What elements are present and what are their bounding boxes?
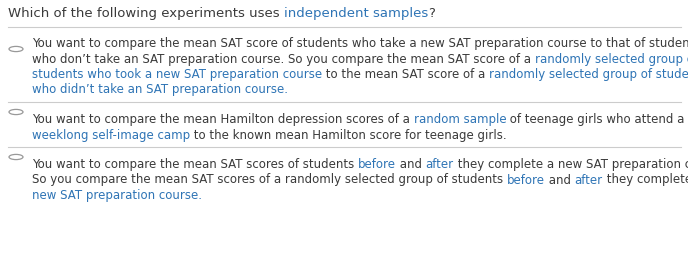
Text: who didn’t take an SAT preparation course.: who didn’t take an SAT preparation cours… xyxy=(32,83,288,96)
Text: after: after xyxy=(426,157,454,170)
Text: they complete a new SAT preparation course.: they complete a new SAT preparation cour… xyxy=(454,157,688,170)
Text: who don’t take an SAT preparation course. So you compare the mean SAT score of a: who don’t take an SAT preparation course… xyxy=(32,52,535,65)
Text: random sample: random sample xyxy=(413,113,506,125)
Text: and: and xyxy=(396,157,426,170)
Text: and: and xyxy=(545,173,574,186)
Text: So you compare the mean SAT scores of a randomly selected group of students: So you compare the mean SAT scores of a … xyxy=(32,173,507,186)
Text: they completed a: they completed a xyxy=(603,173,688,186)
Text: after: after xyxy=(574,173,603,186)
Text: new SAT preparation course.: new SAT preparation course. xyxy=(32,188,202,201)
Text: randomly selected group of students: randomly selected group of students xyxy=(489,68,688,81)
Text: ?: ? xyxy=(428,7,435,20)
Text: Which of the following experiments uses: Which of the following experiments uses xyxy=(8,7,284,20)
Text: You want to compare the mean SAT score of students who take a new SAT preparatio: You want to compare the mean SAT score o… xyxy=(32,37,688,50)
Text: to the mean SAT score of a: to the mean SAT score of a xyxy=(322,68,489,81)
Text: students who took a new SAT preparation course: students who took a new SAT preparation … xyxy=(32,68,322,81)
Text: before: before xyxy=(358,157,396,170)
Text: You want to compare the mean Hamilton depression scores of a: You want to compare the mean Hamilton de… xyxy=(32,113,413,125)
Text: You want to compare the mean SAT scores of students: You want to compare the mean SAT scores … xyxy=(32,157,358,170)
Text: to the known mean Hamilton score for teenage girls.: to the known mean Hamilton score for tee… xyxy=(190,128,507,141)
Text: of teenage girls who attend a: of teenage girls who attend a xyxy=(506,113,685,125)
Text: before: before xyxy=(507,173,545,186)
Text: randomly selected group of: randomly selected group of xyxy=(535,52,688,65)
Text: independent samples: independent samples xyxy=(284,7,428,20)
Text: weeklong self-image camp: weeklong self-image camp xyxy=(32,128,190,141)
